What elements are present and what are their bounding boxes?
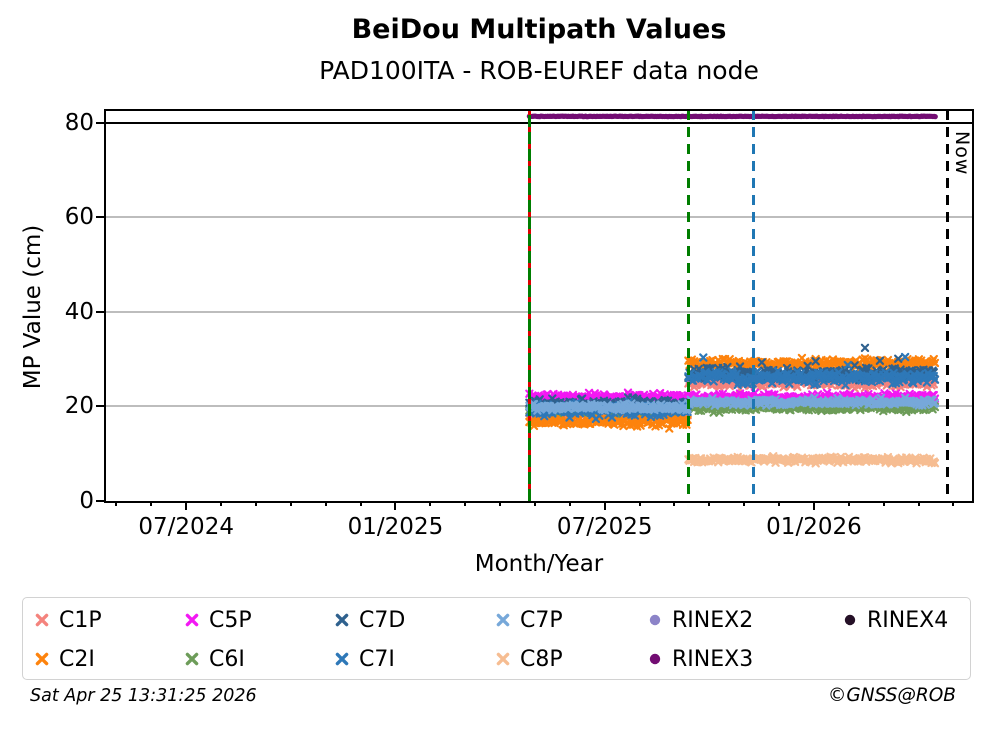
legend-item-c8p: C8P (495, 644, 563, 674)
legend-item-c7p: C7P (495, 605, 563, 635)
footer-timestamp: Sat Apr 25 13:31:25 2026 (30, 686, 257, 706)
y-tick (96, 310, 105, 313)
x-minor-tick (150, 501, 153, 506)
x-minor-tick (289, 501, 292, 506)
x-minor-tick (952, 501, 955, 506)
x-minor-tick (708, 501, 711, 506)
x-major-tick (394, 501, 397, 510)
x-major-tick (185, 501, 188, 510)
c7i-x-marker-icon (335, 652, 349, 666)
c2i-x-marker-icon (35, 652, 49, 666)
c7p-x-marker-icon (496, 613, 510, 627)
x-minor-tick (917, 501, 920, 506)
x-minor-tick (254, 501, 257, 506)
legend-item-label: C2I (59, 646, 95, 672)
y-tick (96, 121, 105, 124)
x-minor-tick (673, 501, 676, 506)
c6i-x-marker-icon (185, 652, 199, 666)
x-minor-tick (847, 501, 850, 506)
rinex2-circle-marker-icon (649, 614, 661, 626)
x-minor-tick (464, 501, 467, 506)
legend-item-label: RINEX3 (672, 646, 754, 672)
x-tick-label: 01/2025 (347, 514, 444, 540)
c5p-x-marker-icon (185, 613, 199, 627)
event-line-overlay (527, 110, 531, 501)
now-line (945, 110, 949, 501)
x-minor-tick (115, 501, 118, 506)
legend-item-c6i: C6I (184, 644, 245, 674)
legend-item-label: C5P (209, 607, 252, 633)
legend-item-label: C6I (209, 646, 245, 672)
y-tick (96, 500, 105, 502)
legend-item-label: C1P (59, 607, 102, 633)
x-tick-label: 01/2026 (766, 514, 862, 540)
y-tick (96, 216, 105, 219)
legend-item-label: C8P (520, 646, 563, 672)
y-tick-label: 40 (64, 298, 94, 325)
scatter-canvas (105, 110, 973, 501)
y-tick-label: 80 (64, 109, 94, 136)
x-minor-tick (499, 501, 502, 506)
legend-item-label: C7P (520, 607, 563, 633)
legend-item-rinex3: RINEX3 (647, 644, 753, 674)
x-minor-tick (359, 501, 362, 506)
legend-item-label: RINEX4 (867, 607, 949, 633)
x-tick-label: 07/2025 (556, 514, 653, 540)
x-minor-tick (533, 501, 536, 506)
legend-item-c2i: C2I (34, 644, 95, 674)
x-minor-tick (220, 501, 223, 506)
x-axis-label: Month/Year (474, 551, 604, 577)
footer-credit: ©GNSS@ROB (827, 685, 956, 706)
plot-area (105, 110, 973, 501)
legend-item-c1p: C1P (34, 605, 102, 635)
legend-item-rinex2: RINEX2 (647, 605, 753, 635)
now-line-label: Now (951, 131, 973, 176)
event-line (751, 110, 755, 501)
event-line (527, 110, 531, 501)
x-minor-tick (429, 501, 432, 506)
x-minor-tick (324, 501, 327, 506)
legend-item-label: C7I (359, 646, 395, 672)
c7d-x-marker-icon (335, 613, 349, 627)
x-minor-tick (778, 501, 781, 506)
y-tick-label: 20 (64, 393, 94, 420)
c8p-x-marker-icon (496, 652, 510, 666)
legend-item-c7d: C7D (334, 605, 405, 635)
chart-title: BeiDou Multipath Values (351, 14, 727, 45)
legend-item-rinex4: RINEX4 (842, 605, 948, 635)
legend-item-label: C7D (359, 607, 406, 633)
chart-subtitle: PAD100ITA - ROB-EUREF data node (319, 56, 759, 85)
legend-item-c5p: C5P (184, 605, 252, 635)
legend: C1P C2I C5P C6I C7D C7I C7P C8P RINEX2 RINEX3 RINE… (22, 597, 971, 680)
y-tick-label: 0 (79, 488, 94, 514)
x-major-tick (603, 501, 606, 510)
event-line (686, 110, 690, 501)
legend-item-label: RINEX2 (672, 607, 754, 633)
x-tick-label: 07/2024 (138, 514, 234, 540)
x-minor-tick (568, 501, 571, 506)
legend-item-c7i: C7I (334, 644, 395, 674)
x-major-tick (812, 501, 815, 510)
y-tick (96, 405, 105, 408)
c1p-x-marker-icon (35, 613, 49, 627)
y-tick-label: 60 (64, 204, 94, 231)
x-minor-tick (743, 501, 746, 506)
rinex4-circle-marker-icon (844, 614, 856, 626)
rinex3-circle-marker-icon (649, 653, 661, 665)
x-minor-tick (638, 501, 641, 506)
x-minor-tick (882, 501, 885, 506)
